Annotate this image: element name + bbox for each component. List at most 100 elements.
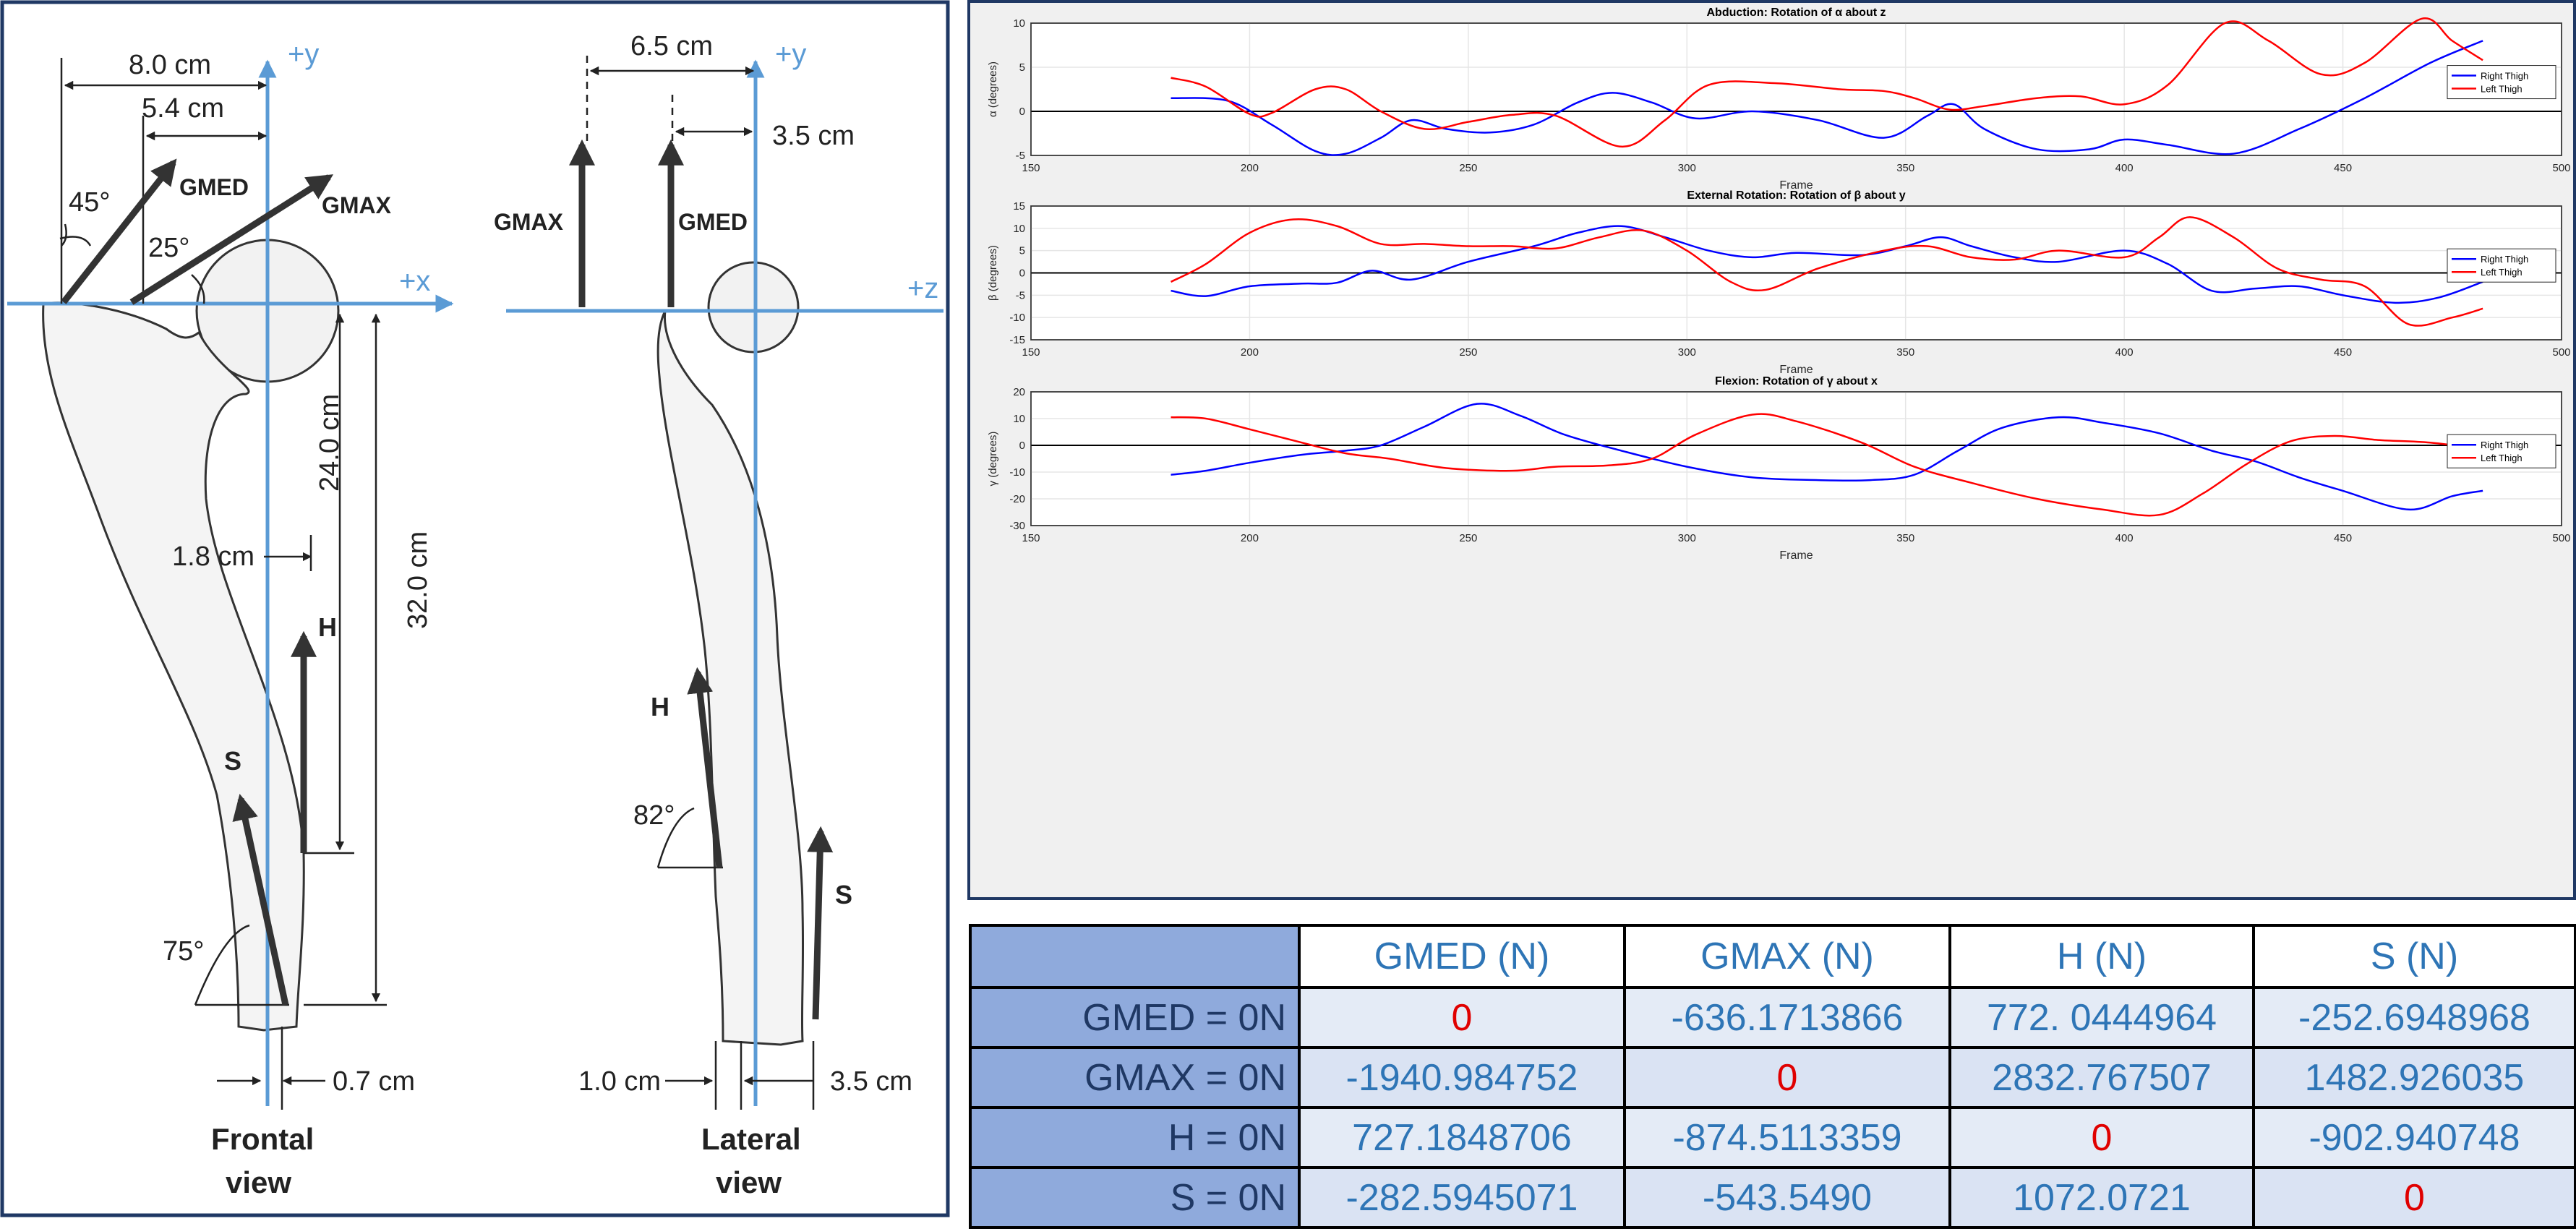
table-cell: -252.6948968	[2252, 986, 2576, 1049]
frontal-angle-25: 25°	[148, 233, 189, 263]
table-cell: 1482.926035	[2252, 1046, 2576, 1109]
frontal-s-force	[232, 793, 289, 1006]
y-tick-label: 0	[1019, 106, 1025, 118]
x-tick-label: 300	[1678, 346, 1696, 359]
y-tick-label: -10	[1009, 466, 1025, 479]
table-cell: -874.5113359	[1623, 1106, 1951, 1169]
y-tick-label: 0	[1019, 267, 1025, 280]
x-tick-label: 350	[1896, 162, 1914, 174]
chart-title: Flexion: Rotation of γ about x	[1715, 375, 1878, 387]
table-cell: 727.1848706	[1298, 1106, 1626, 1169]
x-tick-label: 300	[1678, 162, 1696, 174]
series-line-right-thigh	[1171, 40, 2483, 156]
force-results-table: GMED (N) GMAX (N) H (N) S (N) GMED = 0N …	[969, 924, 2576, 1229]
lateral-dim-6-5cm: 6.5 cm	[630, 31, 713, 61]
legend-entry: Right Thigh	[2481, 440, 2528, 450]
table-cell: 2832.767507	[1948, 1046, 2255, 1109]
series-line-right-thigh	[1171, 403, 2483, 511]
x-tick-label: 500	[2552, 532, 2570, 544]
table-cell: -636.1713866	[1623, 986, 1951, 1049]
y-tick-label: 10	[1013, 413, 1025, 425]
y-axis-label: γ (degrees)	[987, 432, 999, 487]
x-tick-label: 400	[2115, 162, 2134, 174]
lateral-angle-82: 82°	[633, 800, 675, 831]
table-cell: 0	[2252, 1166, 2576, 1229]
lateral-caption-line2: view	[716, 1165, 782, 1199]
table-cell: 1072.0721	[1948, 1166, 2255, 1229]
femur-force-diagram: +y +x 8.0 cm 5.4 cm 24.0 cm 32.0 cm 1.8 …	[0, 0, 950, 1217]
x-tick-label: 450	[2334, 532, 2352, 544]
frontal-dim-32cm: 32.0 cm	[403, 531, 433, 629]
legend-box	[2447, 65, 2556, 100]
frontal-gmed-force	[61, 158, 177, 304]
y-tick-label: 10	[1013, 223, 1025, 235]
y-tick-label: -5	[1016, 150, 1025, 162]
x-tick-label: 350	[1896, 346, 1914, 359]
x-tick-label: 250	[1459, 532, 1477, 544]
x-axis-label: Frame	[1779, 549, 1813, 562]
lateral-dim-3-5cm-top: 3.5 cm	[772, 121, 855, 151]
table-cell: 772. 0444964	[1948, 986, 2255, 1049]
y-tick-label: 15	[1013, 200, 1025, 213]
y-axis-label: α (degrees)	[987, 61, 999, 117]
table-row: GMAX = 0N -1940.984752 0 2832.767507 148…	[969, 1046, 2576, 1109]
frontal-angle-45: 45°	[69, 187, 110, 218]
x-tick-label: 150	[1022, 532, 1040, 544]
legend-entry: Left Thigh	[2481, 84, 2522, 95]
x-tick-label: 300	[1678, 532, 1696, 544]
x-tick-label: 500	[2552, 162, 2570, 174]
plot-area	[1030, 391, 2562, 526]
row-label: GMAX = 0N	[969, 1046, 1301, 1109]
lateral-caption-line1: Lateral	[701, 1122, 801, 1156]
table-row: H = 0N 727.1848706 -874.5113359 0 -902.9…	[969, 1106, 2576, 1169]
chart-title: External Rotation: Rotation of β about y	[1687, 189, 1905, 202]
frontal-dim-8cm: 8.0 cm	[129, 50, 211, 80]
rotation-charts-panel: 150 200 250 300 350 400 450 500-50510Abduction:…	[967, 0, 2576, 900]
y-axis-label: β (degrees)	[987, 245, 999, 301]
y-tick-label: -5	[1016, 289, 1025, 301]
table-cell: 0	[1298, 986, 1626, 1049]
x-tick-label: 250	[1459, 162, 1477, 174]
series-line-left-thigh	[1171, 413, 2483, 517]
frontal-dim-24cm: 24.0 cm	[314, 394, 345, 492]
table-cell: -1940.984752	[1298, 1046, 1626, 1109]
frontal-angle-75: 75°	[163, 936, 204, 967]
x-tick-label: 200	[1241, 346, 1259, 359]
header-s: S (N)	[2252, 924, 2576, 989]
series-line-left-thigh	[1170, 216, 2483, 327]
lateral-gmax-label: GMAX	[494, 209, 564, 235]
table-cell: -282.5945071	[1298, 1166, 1626, 1229]
header-gmed: GMED (N)	[1298, 924, 1626, 989]
chart-title: Abduction: Rotation of α about z	[1706, 7, 1886, 19]
x-tick-label: 150	[1022, 162, 1040, 174]
legend-entry: Left Thigh	[2481, 267, 2522, 278]
plot-border	[1030, 205, 2562, 341]
table-cell: 0	[1948, 1106, 2255, 1169]
y-tick-label: 5	[1019, 245, 1025, 257]
frontal-gmed-label: GMED	[179, 174, 249, 200]
frontal-caption-line2: view	[226, 1165, 291, 1199]
x-axis-label: Frame	[1779, 364, 1813, 376]
x-tick-label: 500	[2552, 346, 2570, 359]
table-cell: -543.5490	[1623, 1166, 1951, 1229]
chart-3: 150 200 250 300 350 400 450 500 -30 -20 -10 0 10 20 Fl…	[987, 375, 2571, 562]
legend-entry: Left Thigh	[2481, 453, 2522, 463]
table-corner-cell	[969, 924, 1301, 989]
legend-entry: Right Thigh	[2481, 254, 2528, 265]
table-header-row: GMED (N) GMAX (N) H (N) S (N)	[969, 924, 2576, 989]
lateral-dim-1cm: 1.0 cm	[578, 1066, 661, 1097]
legend-box	[2447, 248, 2556, 283]
x-tick-label: 450	[2334, 162, 2352, 174]
header-h: H (N)	[1948, 924, 2255, 989]
chart-2: 150 200 250 300 350 400 450 500 -15 -10 -5 0 5 10 15 Ex…	[987, 189, 2571, 376]
lateral-h-force	[687, 667, 723, 868]
table-cell: -902.940748	[2252, 1106, 2576, 1169]
frontal-gmax-force	[129, 174, 334, 305]
frontal-s-label: S	[224, 746, 241, 776]
frontal-y-label: +y	[288, 38, 319, 70]
frontal-caption-line1: Frontal	[211, 1122, 314, 1156]
lateral-dim-3-5cm-bottom: 3.5 cm	[830, 1066, 912, 1097]
y-tick-label: 20	[1013, 386, 1025, 398]
chart-1: 150 200 250 300 350 400 450 500 -5 0 5 10 Abduction:…	[987, 7, 2571, 192]
y-tick-label: -15	[1009, 334, 1025, 346]
